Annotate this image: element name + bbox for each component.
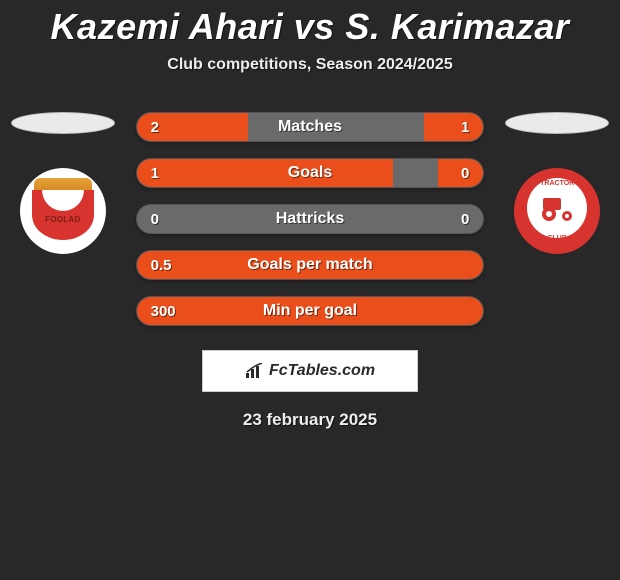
comparison-card: Kazemi Ahari vs S. Karimazar Club compet… <box>0 0 620 430</box>
stat-label: Hattricks <box>276 210 344 228</box>
stat-value-right: 0 <box>461 211 469 228</box>
stat-value-left: 1 <box>151 165 159 182</box>
brand-badge[interactable]: FcTables.com <box>202 350 418 392</box>
left-club-badge: FOOLAD <box>20 168 106 254</box>
right-flag-icon <box>505 112 609 134</box>
stat-value-left: 2 <box>151 119 159 136</box>
stat-fill-left <box>137 159 394 187</box>
tractor-icon <box>537 194 577 222</box>
stat-value-left: 300 <box>151 303 176 320</box>
stat-row: 0.5 Goals per match <box>136 250 485 280</box>
main-row: FOOLAD 2 Matches 1 1 Goals 0 0 Hattricks 0 0.5 Goa… <box>0 112 620 326</box>
stat-row: 2 Matches 1 <box>136 112 485 142</box>
stat-label: Goals <box>288 164 332 182</box>
stat-value-right: 1 <box>461 119 469 136</box>
stat-value-right: 0 <box>461 165 469 182</box>
left-club-label: FOOLAD <box>45 215 81 224</box>
chart-icon <box>245 363 265 379</box>
stat-label: Goals per match <box>247 256 372 274</box>
left-flag-icon <box>11 112 115 134</box>
right-club-badge: TRACTOR CLUB <box>514 168 600 254</box>
stat-row: 1 Goals 0 <box>136 158 485 188</box>
right-club-label-bot: CLUB <box>547 235 566 242</box>
stat-label: Matches <box>278 118 342 136</box>
page-title: Kazemi Ahari vs S. Karimazar <box>0 6 620 48</box>
right-club-label-top: TRACTOR <box>540 180 574 187</box>
stat-label: Min per goal <box>263 302 357 320</box>
stats-bars: 2 Matches 1 1 Goals 0 0 Hattricks 0 0.5 Goals per … <box>136 112 485 326</box>
left-player-column: FOOLAD <box>8 112 118 254</box>
stat-row: 0 Hattricks 0 <box>136 204 485 234</box>
stat-value-left: 0 <box>151 211 159 228</box>
stat-fill-right <box>424 113 483 141</box>
stat-value-left: 0.5 <box>151 257 172 274</box>
stat-row: 300 Min per goal <box>136 296 485 326</box>
brand-text: FcTables.com <box>269 362 375 380</box>
right-player-column: TRACTOR CLUB <box>502 112 612 254</box>
subtitle: Club competitions, Season 2024/2025 <box>0 56 620 74</box>
date-label: 23 february 2025 <box>0 410 620 430</box>
